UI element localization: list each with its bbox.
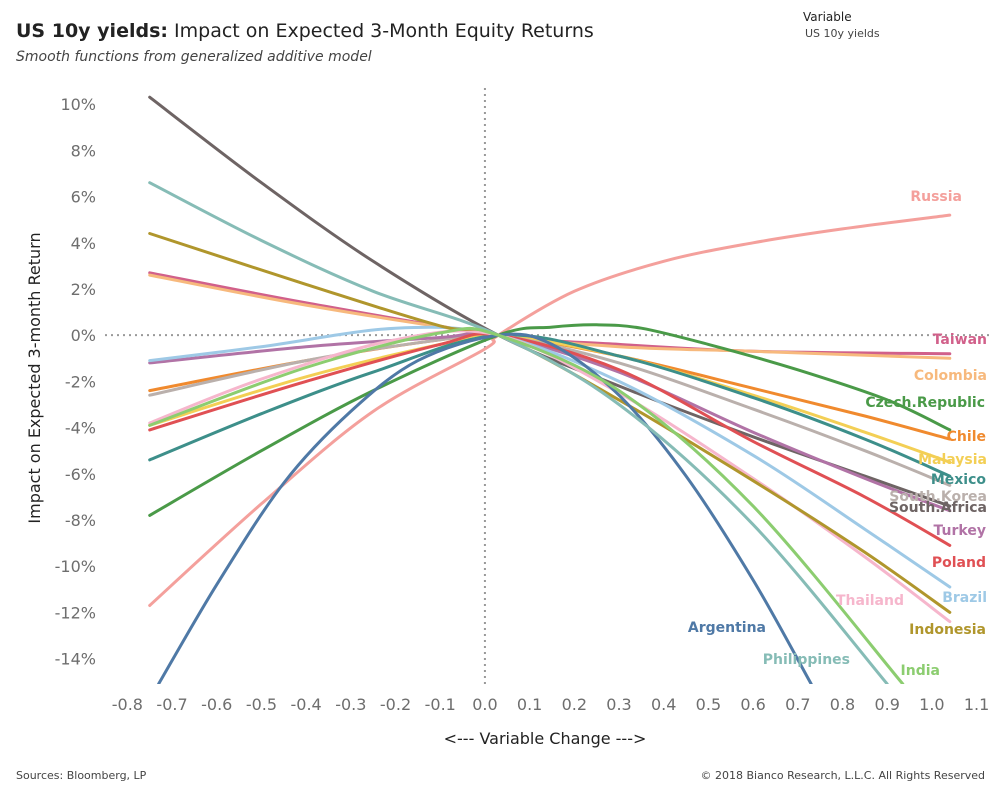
series-label-colombia: Colombia	[914, 368, 987, 384]
y-tick-label: 2%	[71, 280, 96, 299]
y-tick-label: 10%	[60, 95, 96, 114]
series-label-poland: Poland	[932, 555, 986, 571]
chart-title: US 10y yields: Impact on Expected 3-Mont…	[16, 20, 594, 42]
series-label-malaysia: Malaysia	[918, 452, 987, 468]
x-tick-label: 0.7	[785, 695, 810, 714]
series-line-india	[148, 326, 905, 684]
series-line-poland	[148, 332, 952, 547]
variable-filter-value[interactable]: US 10y yields	[805, 27, 880, 40]
series-label-india: India	[901, 663, 940, 679]
chart-subtitle: Smooth functions from generalized additi…	[16, 49, 372, 65]
y-tick-label: -14%	[55, 650, 96, 669]
y-axis-ticks: 10% 8% 6% 4% 2% 0% -2% -4% -6% -8% -10% -12% -14%	[55, 95, 96, 668]
x-tick-label: -0.6	[201, 695, 232, 714]
series-label-thailand: Thailand	[836, 593, 904, 609]
x-tick-label: 0.0	[472, 695, 497, 714]
x-tick-label: 0.9	[874, 695, 899, 714]
variable-filter[interactable]: Variable US 10y yields	[803, 10, 880, 40]
y-tick-label: 8%	[71, 141, 96, 160]
series-label-south-korea: South.Korea	[889, 489, 987, 505]
series-line-thailand	[148, 329, 952, 624]
series-line-turkey	[148, 331, 952, 513]
series-line-mexico	[148, 333, 952, 478]
series-line-czech-republic	[148, 323, 952, 517]
series-label-russia: Russia	[910, 189, 962, 205]
series-label-taiwan: Taiwan	[933, 332, 987, 348]
series-label-south-africa: South.Africa	[889, 500, 987, 516]
y-tick-label: 0%	[71, 326, 96, 345]
series-lines	[148, 95, 952, 684]
series-line-philippines	[148, 181, 889, 684]
chart-title-rest: Impact on Expected 3-Month Equity Return…	[167, 20, 594, 42]
x-axis-title: <--- Variable Change --->	[444, 729, 647, 748]
series-label-turkey: Turkey	[934, 523, 986, 539]
y-tick-label: -8%	[65, 511, 96, 530]
x-tick-label: 0.5	[696, 695, 721, 714]
series-label-brazil: Brazil	[942, 590, 987, 606]
x-tick-label: 1.0	[919, 695, 944, 714]
y-tick-label: -6%	[65, 465, 96, 484]
x-tick-label: -0.2	[380, 695, 411, 714]
source-note: Sources: Bloomberg, LP	[16, 769, 147, 782]
y-tick-label: -4%	[65, 419, 96, 438]
series-label-argentina: Argentina	[688, 620, 766, 636]
series-line-indonesia	[148, 232, 952, 614]
series-labels: Russia Taiwan Colombia Czech.Republic Chile M…	[688, 189, 987, 679]
x-tick-label: 0.2	[562, 695, 587, 714]
x-axis-ticks: -0.8 -0.7 -0.6 -0.5 -0.4 -0.3 -0.2 -0.1 0.0 0.1 0.…	[112, 695, 990, 714]
series-line-russia	[148, 213, 952, 607]
x-tick-label: -0.7	[156, 695, 187, 714]
y-axis-title: Impact on Expected 3-month Return	[25, 232, 44, 523]
x-tick-label: -0.4	[291, 695, 322, 714]
chart-title-bold: US 10y yields:	[16, 20, 168, 42]
series-label-mexico: Mexico	[931, 472, 987, 488]
series-line-brazil	[148, 325, 952, 589]
series-label-indonesia: Indonesia	[909, 622, 986, 638]
y-tick-label: -2%	[65, 372, 96, 391]
y-tick-label: -10%	[55, 557, 96, 576]
x-tick-label: -0.3	[335, 695, 366, 714]
x-tick-label: 0.3	[606, 695, 631, 714]
x-tick-label: 1.1	[964, 695, 989, 714]
x-tick-label: -0.1	[425, 695, 456, 714]
x-tick-label: 0.8	[830, 695, 855, 714]
series-label-chile: Chile	[947, 429, 986, 445]
copyright-note: © 2018 Bianco Research, L.L.C. All Right…	[700, 769, 985, 782]
variable-filter-label: Variable	[803, 10, 852, 24]
y-tick-label: 4%	[71, 234, 96, 253]
x-tick-label: -0.5	[246, 695, 277, 714]
x-tick-label: 0.6	[740, 695, 765, 714]
y-tick-label: 6%	[71, 188, 96, 207]
series-label-czech-republic: Czech.Republic	[865, 395, 985, 411]
series-label-philippines: Philippines	[763, 652, 850, 668]
y-tick-label: -12%	[55, 603, 96, 622]
x-tick-label: -0.8	[112, 695, 143, 714]
x-tick-label: 0.4	[651, 695, 676, 714]
x-tick-label: 0.1	[517, 695, 542, 714]
